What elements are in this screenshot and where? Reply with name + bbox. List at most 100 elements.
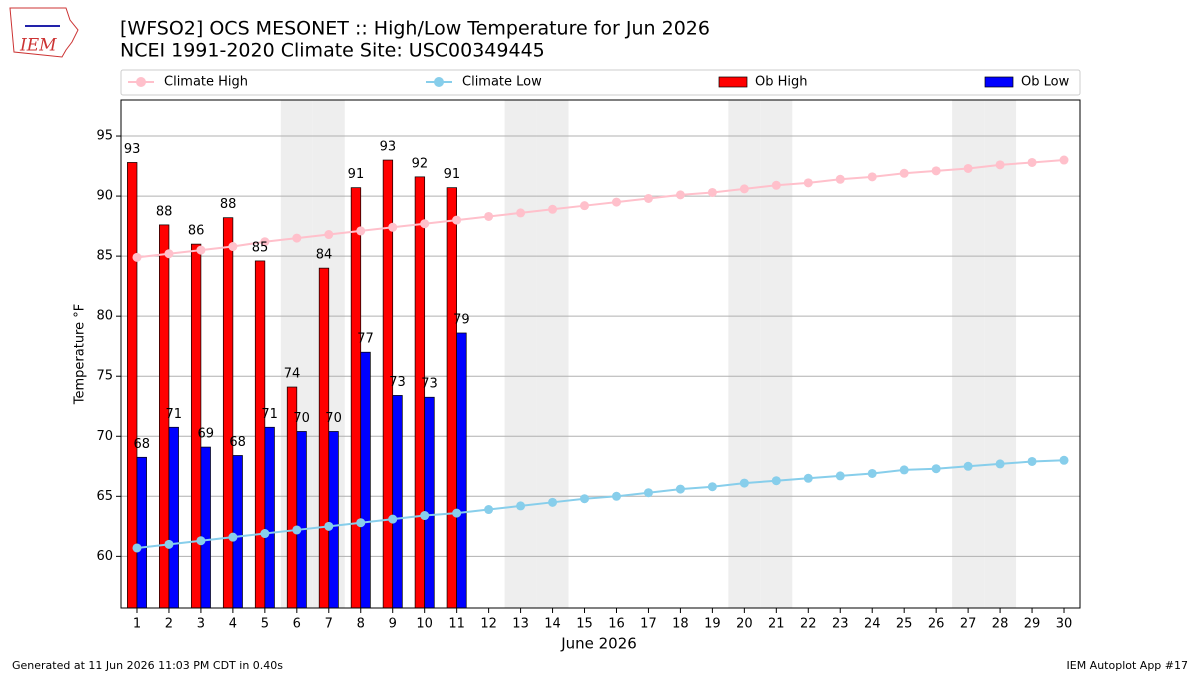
point: [771, 476, 781, 486]
y-tick-label: 80: [96, 309, 113, 324]
legend-label: Ob Low: [1021, 75, 1070, 90]
legend-marker: [434, 77, 444, 87]
point: [228, 242, 238, 252]
point: [420, 511, 430, 521]
x-tick-label: 5: [261, 617, 269, 632]
point: [260, 529, 270, 539]
line: [136, 459, 1065, 549]
weekend-shade: [504, 100, 537, 608]
x-tick-label: 4: [229, 617, 237, 632]
point: [771, 180, 781, 190]
point: [611, 491, 621, 501]
y-tick-label: 75: [96, 369, 113, 384]
plot-area: [121, 100, 1080, 609]
data-label: 92: [412, 156, 429, 171]
data-label: 77: [357, 332, 374, 347]
x-tick-label: 29: [1024, 617, 1041, 632]
y-tick-label: 95: [96, 129, 113, 144]
data-label: 79: [453, 312, 470, 327]
point: [867, 172, 877, 182]
bar: [296, 431, 307, 609]
logo: IEM: [9, 7, 79, 58]
bar: [136, 456, 147, 609]
logo-text: IEM: [19, 36, 57, 56]
footer-right: IEM Autoplot App #17: [1067, 659, 1189, 672]
x-tick-label: 20: [736, 617, 753, 632]
point: [611, 197, 621, 207]
data-label: 93: [124, 142, 141, 157]
chart-subtitle: NCEI 1991-2020 Climate Site: USC00349445: [120, 40, 545, 62]
data-label: 88: [156, 204, 173, 219]
point: [196, 536, 206, 546]
legend-label: Climate Low: [462, 75, 542, 90]
weekend-shade: [728, 100, 761, 608]
data-label: 71: [165, 407, 182, 422]
data-label: 68: [134, 437, 151, 452]
x-tick-label: 10: [416, 617, 433, 632]
point: [164, 249, 174, 259]
y-tick-label: 65: [96, 489, 113, 504]
y-tick-label: 70: [96, 429, 113, 444]
bar: [446, 187, 457, 609]
legend-swatch: [984, 76, 1014, 88]
y-tick-label: 90: [96, 189, 113, 204]
data-label: 74: [284, 367, 301, 382]
point: [803, 178, 813, 188]
point: [580, 494, 590, 504]
bar: [127, 162, 138, 609]
bar: [456, 332, 467, 609]
point: [356, 518, 366, 528]
data-label: 85: [252, 240, 269, 255]
data-label: 69: [197, 427, 214, 442]
point: [931, 464, 941, 474]
data-label: 70: [325, 411, 342, 426]
data-label: 73: [421, 377, 438, 392]
point: [739, 478, 749, 488]
point: [643, 488, 653, 498]
data-label: 68: [229, 435, 246, 450]
point: [324, 521, 334, 531]
bar: [318, 267, 330, 609]
y-tick-label: 60: [96, 549, 113, 564]
x-tick-label: 14: [544, 617, 561, 632]
legend-label: Climate High: [164, 75, 248, 90]
data-label: 73: [389, 375, 406, 390]
weekend-shade: [536, 100, 569, 608]
x-tick-label: 2: [165, 617, 173, 632]
data-label: 86: [188, 224, 205, 239]
point: [196, 245, 206, 255]
bar: [200, 446, 211, 609]
x-tick-label: 19: [704, 617, 721, 632]
data-label: 93: [380, 140, 397, 155]
point: [452, 215, 462, 225]
x-tick-label: 12: [480, 617, 497, 632]
bar: [414, 176, 426, 609]
bar: [424, 396, 435, 609]
point: [1027, 456, 1037, 466]
x-tick-label: 11: [448, 617, 465, 632]
point: [260, 237, 270, 247]
point: [675, 484, 685, 494]
x-tick-label: 22: [800, 617, 817, 632]
point: [228, 532, 238, 542]
weekend-shade: [760, 100, 793, 608]
weekend-shade: [984, 100, 1017, 608]
bar: [264, 426, 275, 609]
x-tick-label: 1: [133, 617, 141, 632]
data-label: 88: [220, 197, 237, 212]
footer-left: Generated at 11 Jun 2026 11:03 PM CDT in…: [12, 659, 283, 672]
point: [292, 525, 302, 535]
legend-box: [120, 69, 1081, 96]
point: [963, 461, 973, 471]
point: [995, 160, 1005, 170]
point: [580, 201, 590, 211]
x-tick-label: 27: [960, 617, 977, 632]
data-label: 71: [261, 407, 278, 422]
point: [803, 473, 813, 483]
x-tick-label: 3: [197, 617, 205, 632]
point: [164, 539, 174, 549]
x-tick-label: 21: [768, 617, 785, 632]
x-tick-label: 16: [608, 617, 625, 632]
point: [452, 508, 462, 518]
y-axis-label: Temperature °F: [73, 304, 88, 405]
